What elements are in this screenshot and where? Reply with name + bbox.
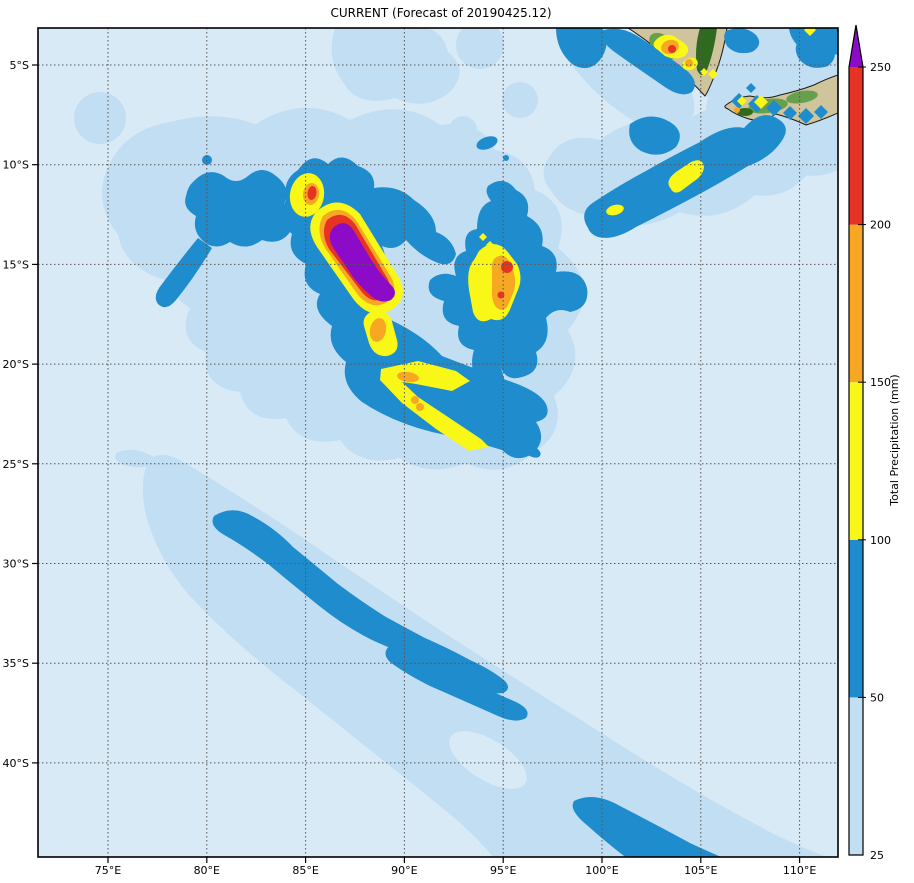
yellow-diamond (804, 28, 816, 36)
contour-shape (115, 449, 156, 468)
colorbar-tick-label: 100 (870, 534, 891, 547)
y-tick-label: 35°S (3, 657, 29, 670)
secondary-red-spot (501, 261, 513, 273)
contour-shape (416, 403, 424, 411)
contour-shape (789, 28, 838, 57)
x-tick-label: 105°E (684, 864, 717, 877)
y-tick-label: 40°S (3, 757, 29, 770)
yellow-diamond (737, 96, 747, 106)
java-precip-diamond (814, 105, 828, 119)
colorbar-tick-label: 200 (870, 219, 891, 232)
gridlines (38, 28, 838, 857)
x-tick-label: 80°E (194, 864, 220, 877)
contour-shape (74, 92, 126, 144)
colorbar-segment-200-250 (849, 67, 863, 225)
frontal-band-prong (385, 644, 528, 721)
y-tick-label: 5°S (10, 59, 29, 72)
colorbar-segment-150-200 (849, 224, 863, 383)
contour-shape (502, 82, 538, 118)
y-tick-label: 30°S (3, 558, 29, 571)
contour-shape (411, 396, 419, 404)
x-tick-label: 110°E (783, 864, 816, 877)
java-vegetation (786, 90, 818, 104)
frontal-band-envelope (142, 454, 827, 857)
yellow-diamond (492, 248, 500, 256)
yellow-diamond (486, 241, 494, 249)
contour-shape (525, 446, 541, 458)
colorbar-tick-label: 25 (870, 849, 884, 862)
colorbar-ticks (858, 66, 866, 698)
java-precip-diamond (766, 100, 782, 116)
precip-layer-gt-250 (329, 223, 395, 302)
axis-ticks (32, 64, 801, 863)
colorbar-axis-label: Total Precipitation (mm) (888, 374, 901, 506)
x-tick-label: 85°E (292, 864, 318, 877)
contour-shape (397, 371, 419, 383)
contour-shape (668, 160, 704, 193)
colorbar-segment-50-100 (849, 539, 863, 698)
contour-hole (449, 731, 527, 789)
contour-shape (503, 155, 509, 161)
chevron-band (380, 361, 489, 451)
contour-shape (685, 59, 693, 67)
contour-shape (456, 28, 504, 69)
yellow-diamond (479, 233, 487, 241)
colorbar: 25 50 100 150 200 250 Total Precipitatio… (848, 24, 901, 862)
sumatra-highlands (696, 28, 717, 75)
x-tick-label: 100°E (585, 864, 618, 877)
sumatra-cell-red (668, 45, 676, 53)
primary-purple-core (329, 223, 395, 302)
colorbar-tick-label: 250 (870, 61, 891, 74)
x-tick-label: 75°E (95, 864, 121, 877)
contour-shape (476, 136, 498, 150)
y-tick-label: 15°S (3, 258, 29, 271)
y-axis-labels: 5°S 10°S 15°S 20°S 25°S 30°S 35°S 40°S (3, 59, 29, 770)
contour-shape (155, 238, 212, 308)
contour-shape (556, 28, 607, 69)
offshore-sumatra-band (600, 28, 695, 95)
colorbar-segment-100-150 (849, 382, 863, 540)
contour-shape (307, 186, 317, 200)
contour-shape (724, 28, 760, 54)
contour-shape (449, 116, 477, 144)
contour-shape (629, 116, 680, 155)
frontal-band-core-south (572, 797, 722, 857)
plot-frame (37, 27, 839, 858)
java-precip-diamond (798, 108, 814, 124)
contour-shape (647, 65, 659, 77)
map-area (38, 28, 838, 857)
colorbar-segment-25-50 (849, 697, 863, 855)
colorbar-over-arrow (849, 25, 863, 67)
y-tick-label: 10°S (3, 159, 29, 172)
x-tick-label: 95°E (490, 864, 516, 877)
contour-shape (478, 226, 484, 232)
chart-title: CURRENT (Forecast of 20190425.12) (330, 6, 551, 20)
contour-shape (635, 50, 647, 62)
yellow-diamond (700, 68, 708, 76)
java-precip-diamond (746, 83, 756, 93)
frontal-band-core (212, 510, 509, 694)
x-tick-label: 90°E (391, 864, 417, 877)
colorbar-tick-label: 50 (870, 691, 884, 704)
y-tick-label: 25°S (3, 458, 29, 471)
java-precip-diamond (783, 106, 797, 120)
contour-shape (606, 204, 624, 216)
colorbar-outline (848, 24, 864, 856)
x-axis-labels: 75°E 80°E 85°E 90°E 95°E 100°E 105°E 110… (95, 864, 817, 877)
yellow-diamond (708, 69, 718, 79)
java-forest (737, 108, 753, 116)
contour-shape (331, 28, 460, 104)
contour-shape (185, 170, 294, 247)
java-cell-dot (734, 107, 740, 113)
yellow-diamond (754, 95, 768, 109)
y-tick-label: 20°S (3, 358, 29, 371)
colorbar-tick-label: 150 (870, 376, 891, 389)
contour-shape (369, 318, 387, 342)
